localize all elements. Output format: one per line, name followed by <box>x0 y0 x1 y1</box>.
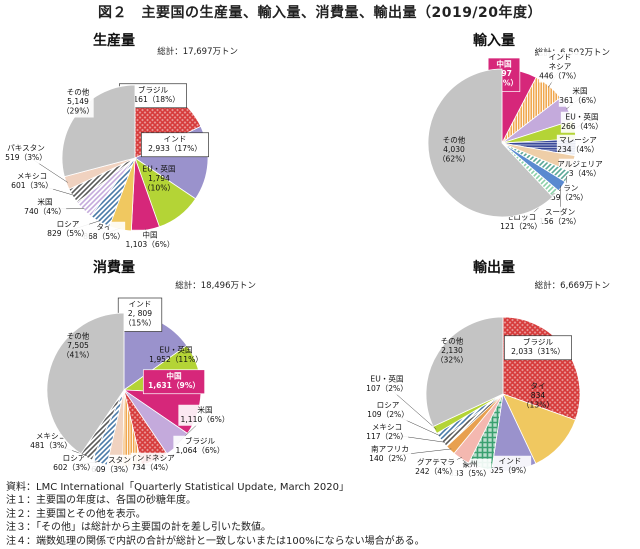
slice-label: その他 2,130 （32%） <box>436 336 468 365</box>
slice-label-bg <box>558 85 602 107</box>
slice-label-bg <box>365 421 409 443</box>
pie-slice <box>425 316 504 428</box>
slice-label: ブラジル 2,033（31%） <box>511 336 565 356</box>
slice-label-bg <box>10 170 54 192</box>
slice-label: インドネシア 446（7%） <box>539 53 581 81</box>
slice-label: インド 625（9%） <box>489 456 531 475</box>
slice-label-bg <box>123 229 177 251</box>
slice-label-bg <box>4 142 48 164</box>
slice-label-bg <box>556 134 600 156</box>
slice-label: インド 2, 809 （15%） <box>124 300 156 328</box>
pie-slice <box>427 68 554 218</box>
slice-label: ブラジル 1,064（6%） <box>176 435 225 455</box>
slice-label: EU・英国 107（2%） <box>366 373 408 393</box>
chart-title: 輸出量 <box>473 259 515 276</box>
chart-total-label: 総計：18,496万トン <box>175 280 256 291</box>
slice-label: 中国 497 （8%） <box>490 59 518 88</box>
slice-label: インド 2,933（17%） <box>148 134 202 153</box>
slice-label-bg <box>366 399 410 421</box>
slice-label-bg <box>368 443 412 465</box>
slice-label: EU・英国 266（4%） <box>561 111 603 131</box>
slice-label-bg <box>29 430 73 452</box>
note-2: 注２：主要国とその他を表示。 <box>6 508 146 520</box>
slice-label: ブラジル 3,161（18%） <box>126 84 180 104</box>
slice-label: スーダン 156（2%） <box>539 206 581 226</box>
slice-label-bg <box>414 456 458 478</box>
slice-label: パキスタン 609（3%） <box>91 455 133 474</box>
slice-label: モロッコ 121（2%） <box>500 212 542 231</box>
slice-label: 米国 740（4%） <box>24 196 66 216</box>
slice-label: 南アフリカ 140（2%） <box>369 443 411 463</box>
slice-label: ロシア 602（3%） <box>53 453 95 472</box>
slice-label: その他 5,149 （29%） <box>62 87 94 116</box>
note-3: 注３：「その他」は総計から主要国の計を差し引いた数値。 <box>6 522 271 534</box>
slice-label-bg <box>499 211 543 233</box>
slice-label-bg <box>62 87 94 118</box>
slice-label: ロシア 829（5%） <box>47 219 89 238</box>
slice-label-box <box>117 297 163 332</box>
slice-label-box <box>142 369 206 395</box>
slice-label: タイ 868（5%） <box>83 222 125 241</box>
note-1: 注１：主要国の年度は、各国の砂糖年度。 <box>6 495 196 507</box>
pie-chart-2: 輸入量総計：6,502万トン中国497（8%）インドネシア446（7%）米国36… <box>427 32 610 233</box>
slice-label-bg <box>130 452 174 474</box>
slice-label-bg <box>82 221 126 243</box>
slice-label: パキスタン 519（3%） <box>5 143 47 162</box>
slice-label: 米国 361（6%） <box>559 85 601 105</box>
slice-label-box <box>504 335 572 361</box>
slice-label: タイ 834 （13%） <box>522 382 554 410</box>
slice-label-bg <box>488 455 532 477</box>
chart-title: 消費量 <box>93 259 135 276</box>
pie-slice <box>46 312 125 455</box>
slice-label-bg <box>178 404 232 426</box>
slice-label: イラン 159（2%） <box>546 183 588 202</box>
slice-label-bg <box>23 196 67 218</box>
slice-label-bg <box>365 373 409 395</box>
slice-label: 米国 1,110（6%） <box>181 404 230 424</box>
slice-label-bg <box>538 52 582 83</box>
slice-label: その他 4,030 （62%） <box>438 135 470 164</box>
slice-label-bg <box>538 206 582 228</box>
slice-label-bg <box>560 111 604 133</box>
source-note: 資料：LMC International「Quarterly Statistic… <box>6 482 349 493</box>
slice-label: メキシコ 481（3%） <box>30 431 72 450</box>
pie-slice <box>502 393 576 465</box>
slice-label: 豪州 333（5%） <box>449 458 491 478</box>
chart-title: 生産量 <box>93 32 135 49</box>
slice-label: ロシア 109（2%） <box>367 400 409 419</box>
slice-label-box <box>141 132 209 158</box>
slice-label: グアテマラ 242（4%） <box>415 456 457 476</box>
slice-label: 中国 1,103（6%） <box>126 229 175 249</box>
chart-total-label: 総計：6,669万トン <box>535 280 610 291</box>
slice-label-bg <box>558 158 602 180</box>
slice-label-bg <box>173 435 227 457</box>
slice-label: インドネシア 734（4%） <box>129 453 175 472</box>
figure-title: 図２ 主要国の生産量、輸入量、消費量、輸出量（2019/20年度） <box>97 5 543 21</box>
slice-label: EU・英国 1,794 （10%） <box>142 164 175 193</box>
slice-label: マレーシア 234（4%） <box>557 135 599 154</box>
note-4: 注４：端数処理の関係で内訳の合計が総計と一致しないまたは100%にならない場合が… <box>6 535 425 547</box>
slice-label-bg <box>52 452 96 474</box>
slice-label: EU・英国 1,952（11%） <box>149 344 203 364</box>
slice-label-bg <box>448 458 492 480</box>
slice-label: メキシコ 117（2%） <box>366 422 408 441</box>
slice-label: メキシコ 601（3%） <box>11 171 53 190</box>
slice-label-bg <box>46 218 90 240</box>
slice-label: その他 7,505 （41%） <box>62 331 94 360</box>
slice-label: 中国 1,631（9%） <box>148 370 200 390</box>
notes-block: 資料：LMC International「Quarterly Statistic… <box>6 481 634 548</box>
chart-title: 輸入量 <box>473 32 515 49</box>
chart-total-label: 総計：17,697万トン <box>157 46 238 57</box>
slice-label: アルジェリア 233（4%） <box>557 159 603 178</box>
